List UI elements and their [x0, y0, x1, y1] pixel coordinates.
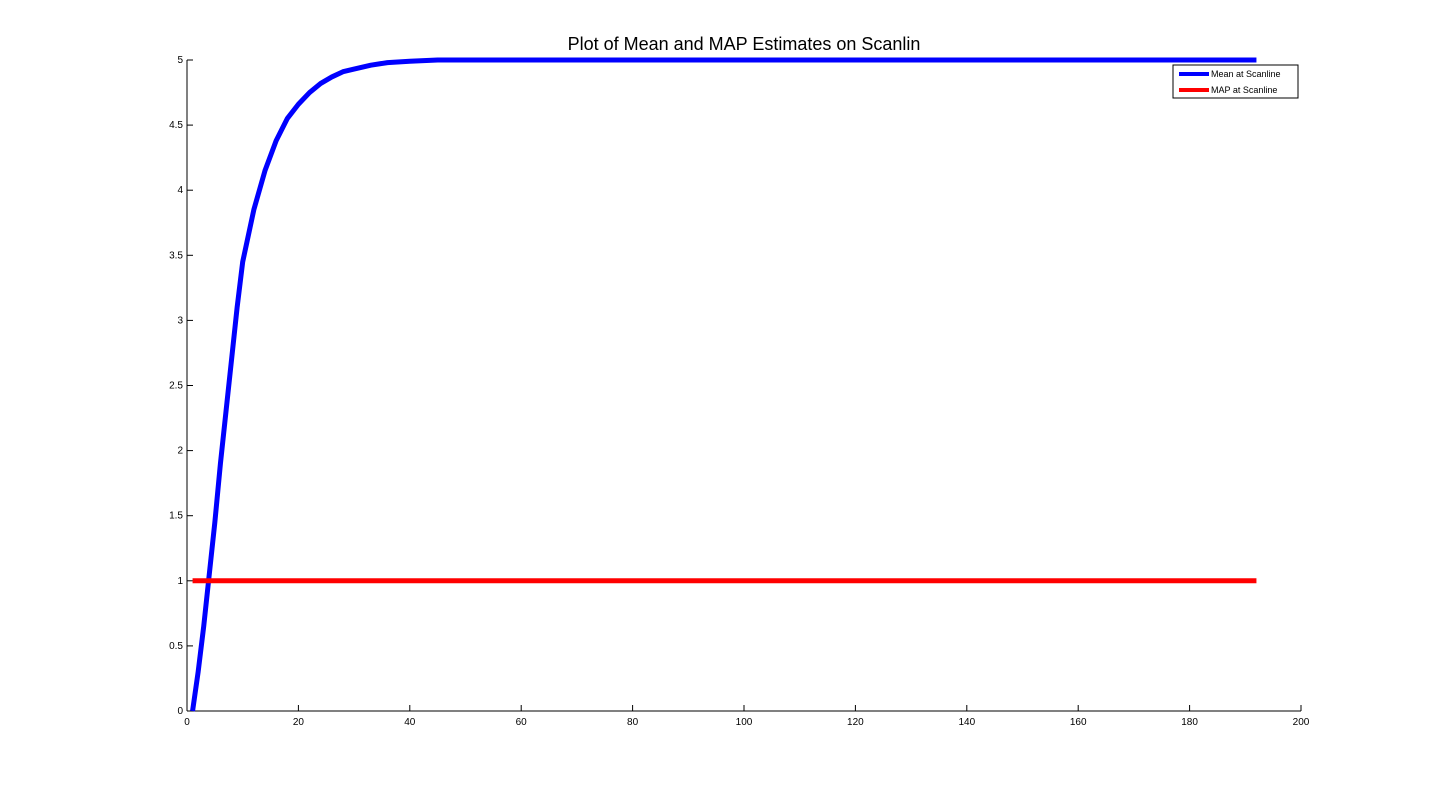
x-tick-label: 160 [1070, 717, 1087, 728]
y-tick-label: 1.5 [169, 511, 183, 522]
axes: 0 20 40 60 80 100 120 140 160 180 200 0 0.5 1 1.5 2 2.5 3… [169, 55, 1310, 728]
y-tick-label: 4 [177, 185, 183, 196]
x-tick-label: 140 [958, 717, 975, 728]
y-tick-label: 1 [177, 576, 183, 587]
legend: Mean at Scanline MAP at Scanline [1172, 64, 1299, 99]
y-tick-label: 5 [177, 55, 183, 66]
legend-label: MAP at Scanline [1211, 85, 1277, 95]
legend-label: Mean at Scanline [1211, 69, 1281, 79]
x-tick-label: 40 [404, 717, 416, 728]
y-tick-label: 2 [177, 446, 183, 457]
y-tick-label: 3.5 [169, 250, 183, 261]
x-tick-label: 60 [516, 717, 528, 728]
plot-area [190, 57, 1257, 712]
x-tick-label: 0 [184, 717, 190, 728]
x-tick-label: 120 [847, 717, 864, 728]
series-line-mean-at-scanline [190, 57, 1257, 712]
chart-title: Plot of Mean and MAP Estimates on Scanli… [568, 34, 921, 54]
y-tick-label: 2.5 [169, 381, 183, 392]
x-tick-label: 20 [293, 717, 305, 728]
y-tick-label: 4.5 [169, 120, 183, 131]
y-tick-label: 0 [177, 706, 183, 717]
legend-box [1172, 64, 1299, 99]
x-tick-label: 80 [627, 717, 639, 728]
y-tick-label: 3 [177, 315, 183, 326]
x-tick-label: 180 [1181, 717, 1198, 728]
y-tick-label: 0.5 [169, 641, 183, 652]
x-tick-label: 200 [1293, 717, 1310, 728]
x-tick-label: 100 [736, 717, 753, 728]
